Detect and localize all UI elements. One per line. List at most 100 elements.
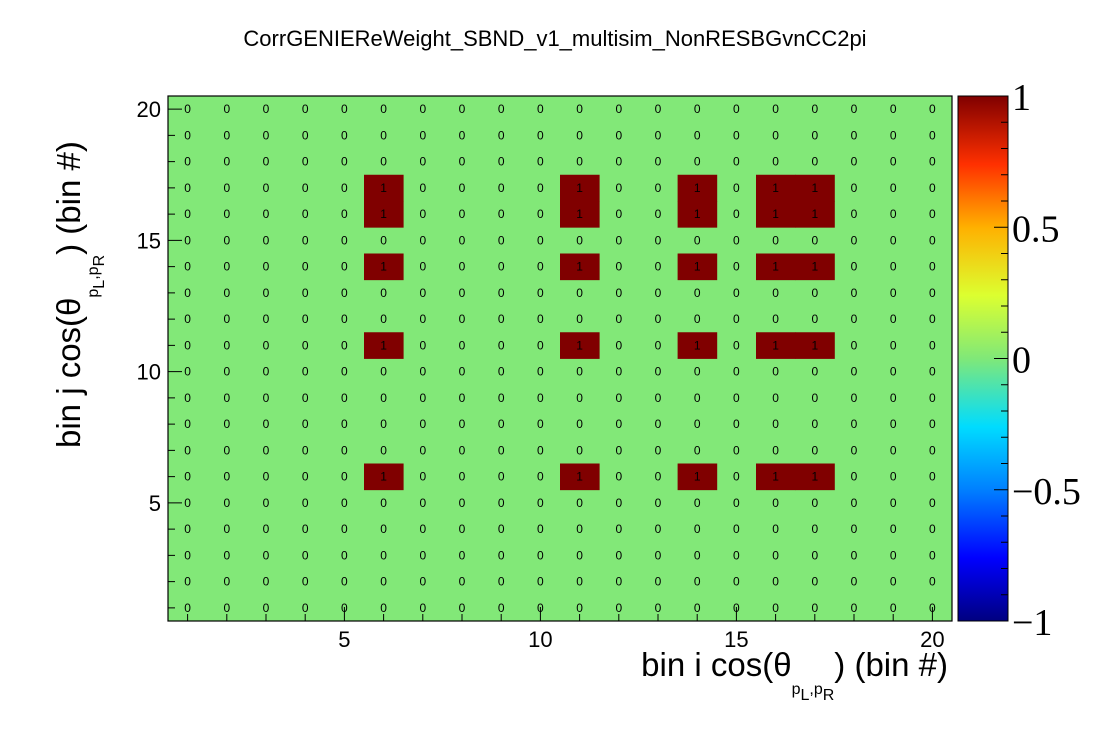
cell-label-13-5: 0 [655, 496, 662, 510]
x-axis-title: bin i cos(θpL,pR) (bin #) [641, 646, 948, 704]
cell-label-4-7: 0 [302, 443, 309, 457]
cell-label-15-19: 0 [733, 128, 740, 142]
cell-label-9-2: 0 [498, 575, 505, 589]
cell-label-1-17: 0 [184, 181, 191, 195]
cell-label-11-11: 1 [576, 338, 583, 352]
cell-label-15-4: 0 [733, 522, 740, 536]
cell-label-20-10: 0 [929, 365, 936, 379]
cell-label-19-15: 0 [890, 233, 897, 247]
cell-label-3-1: 0 [263, 601, 270, 615]
cell-label-19-5: 0 [890, 496, 897, 510]
cell-label-4-17: 0 [302, 181, 309, 195]
x-tick-label-10: 10 [528, 627, 552, 652]
cell-label-5-6: 0 [341, 470, 348, 484]
cell-label-7-7: 0 [419, 443, 426, 457]
x-tick-label-20: 20 [920, 627, 944, 652]
cell-label-13-19: 0 [655, 128, 662, 142]
cell-label-11-17: 1 [576, 181, 583, 195]
cell-label-1-8: 0 [184, 417, 191, 431]
cell-label-16-20: 0 [772, 102, 779, 116]
cell-label-1-4: 0 [184, 522, 191, 536]
cell-label-20-11: 0 [929, 338, 936, 352]
cell-label-12-16: 0 [615, 207, 622, 221]
cell-label-5-20: 0 [341, 102, 348, 116]
cell-label-13-14: 0 [655, 260, 662, 274]
cell-label-2-10: 0 [223, 365, 230, 379]
cell-label-1-13: 0 [184, 286, 191, 300]
cell-label-17-1: 0 [811, 601, 818, 615]
cell-label-2-5: 0 [223, 496, 230, 510]
cell-label-20-6: 0 [929, 470, 936, 484]
cell-label-12-4: 0 [615, 522, 622, 536]
heatmap-cell-16-6 [756, 463, 796, 491]
cell-label-18-3: 0 [851, 548, 858, 562]
cell-label-4-2: 0 [302, 575, 309, 589]
cell-label-11-1: 0 [576, 601, 583, 615]
cell-label-10-11: 0 [537, 338, 544, 352]
x-axis-title-suffix: ) (bin #) [834, 646, 948, 683]
cell-label-1-3: 0 [184, 548, 191, 562]
cell-label-14-16: 1 [694, 207, 701, 221]
cell-label-7-8: 0 [419, 417, 426, 431]
heatmap-cell-16-11 [756, 332, 796, 359]
cell-label-17-20: 0 [811, 102, 818, 116]
cell-label-3-13: 0 [263, 286, 270, 300]
cell-label-10-20: 0 [537, 102, 544, 116]
cell-label-13-9: 0 [655, 391, 662, 405]
cell-label-18-5: 0 [851, 496, 858, 510]
cell-label-8-7: 0 [459, 443, 466, 457]
cell-label-7-15: 0 [419, 233, 426, 247]
cell-label-18-20: 0 [851, 102, 858, 116]
cell-label-10-2: 0 [537, 575, 544, 589]
heatmap-cell-14-14 [677, 253, 718, 281]
cell-label-1-1: 0 [184, 601, 191, 615]
cell-label-4-20: 0 [302, 102, 309, 116]
cell-label-4-13: 0 [302, 286, 309, 300]
cell-label-3-14: 0 [263, 260, 270, 274]
cell-label-12-1: 0 [615, 601, 622, 615]
cell-label-7-13: 0 [419, 286, 426, 300]
cell-label-16-8: 0 [772, 417, 779, 431]
cell-label-13-17: 0 [655, 181, 662, 195]
cell-label-10-5: 0 [537, 496, 544, 510]
cell-label-2-20: 0 [223, 102, 230, 116]
x-axis-title-sub-b-sub: R [823, 687, 835, 704]
cell-label-18-13: 0 [851, 286, 858, 300]
cell-label-19-20: 0 [890, 102, 897, 116]
cell-label-16-15: 0 [772, 233, 779, 247]
cell-label-18-11: 0 [851, 338, 858, 352]
cell-label-15-2: 0 [733, 575, 740, 589]
heatmap-cell-14-11 [677, 332, 718, 359]
cell-label-11-9: 0 [576, 391, 583, 405]
cell-label-12-9: 0 [615, 391, 622, 405]
cell-label-8-9: 0 [459, 391, 466, 405]
cell-label-2-16: 0 [223, 207, 230, 221]
cell-label-14-8: 0 [694, 417, 701, 431]
cell-label-5-15: 0 [341, 233, 348, 247]
cell-label-11-5: 0 [576, 496, 583, 510]
cell-label-8-1: 0 [459, 601, 466, 615]
cell-label-14-19: 0 [694, 128, 701, 142]
cell-label-8-5: 0 [459, 496, 466, 510]
cell-label-17-19: 0 [811, 128, 818, 142]
plot-frame [167, 95, 953, 622]
cell-label-5-10: 0 [341, 365, 348, 379]
cell-label-8-17: 0 [459, 181, 466, 195]
heatmap-cell-6-11 [364, 332, 404, 359]
cell-label-2-4: 0 [223, 522, 230, 536]
cell-label-9-15: 0 [498, 233, 505, 247]
cell-label-20-5: 0 [929, 496, 936, 510]
cell-label-17-18: 0 [811, 155, 818, 169]
y-axis-title-sub-a: p [85, 289, 102, 298]
cell-label-10-8: 0 [537, 417, 544, 431]
cell-label-15-12: 0 [733, 312, 740, 326]
cell-label-17-5: 0 [811, 496, 818, 510]
y-axis-title-sub-b: p [85, 266, 102, 275]
cell-label-3-11: 0 [263, 338, 270, 352]
cell-label-9-19: 0 [498, 128, 505, 142]
cell-label-4-14: 0 [302, 260, 309, 274]
heatmap-cell-11-14 [560, 253, 600, 281]
cell-label-15-16: 0 [733, 207, 740, 221]
cell-label-12-3: 0 [615, 548, 622, 562]
